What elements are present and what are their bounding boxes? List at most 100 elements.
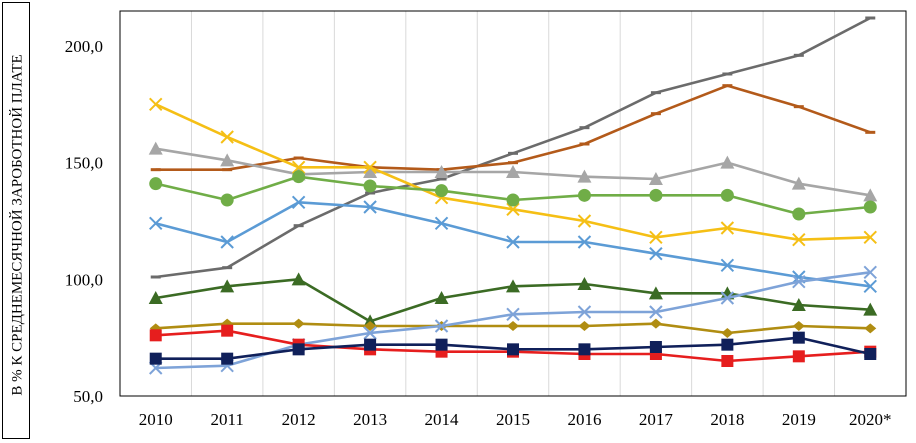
data-point: [506, 165, 520, 178]
data-point: [649, 246, 663, 261]
data-point: [506, 235, 520, 249]
data-point: [721, 328, 734, 338]
data-point: [720, 155, 735, 169]
data-point: [434, 291, 449, 304]
plot-area-frame: [119, 10, 907, 397]
data-point: [363, 179, 377, 193]
data-point: [648, 286, 663, 300]
y-tick-label: 150,0: [65, 154, 103, 173]
y-axis-label-frame: В % К СРЕДНЕМЕСЯЧНОЙ ЗАРОБОТНОЙ ПЛАТЕ: [2, 2, 30, 439]
data-point: [292, 318, 305, 329]
data-point: [435, 184, 449, 198]
data-point: [506, 202, 520, 217]
data-point: [649, 230, 663, 245]
data-point: [721, 355, 734, 367]
series-group: [148, 16, 878, 375]
data-point: [364, 321, 377, 331]
data-point: [578, 343, 591, 356]
data-point: [649, 305, 663, 319]
y-tick-label: 50,0: [73, 387, 103, 406]
data-point: [292, 170, 306, 184]
data-point: [792, 321, 805, 331]
data-point: [721, 338, 734, 351]
data-point: [507, 321, 519, 331]
data-point: [148, 141, 163, 155]
data-point: [221, 324, 234, 337]
data-point: [792, 232, 806, 247]
y-tick-labels: 50,0 100,0 150,0 200,0: [65, 37, 103, 406]
x-tick-label: 2019: [782, 410, 816, 429]
data-point: [720, 221, 735, 235]
data-point: [220, 130, 234, 144]
data-point: [863, 200, 877, 214]
data-point: [864, 348, 877, 360]
data-point: [149, 97, 163, 112]
data-point: [506, 193, 520, 207]
data-point: [577, 277, 592, 290]
data-point: [291, 272, 306, 286]
x-tick-label: 2010: [139, 410, 173, 429]
data-point: [363, 160, 377, 175]
data-point: [577, 188, 591, 202]
data-point: [220, 153, 235, 167]
data-point: [363, 165, 378, 178]
data-point: [507, 343, 519, 356]
data-point: [363, 200, 377, 214]
data-point: [863, 279, 877, 294]
data-point: [577, 235, 592, 249]
data-point: [434, 319, 449, 333]
series-3: [148, 141, 878, 202]
data-point: [220, 279, 235, 293]
data-point: [149, 216, 163, 231]
data-point: [791, 176, 806, 190]
data-point: [792, 274, 806, 289]
data-point: [648, 172, 663, 185]
data-point: [864, 323, 877, 334]
series-4: [149, 97, 877, 247]
data-point: [577, 305, 592, 319]
x-tick-label: 2016: [567, 410, 601, 429]
data-point: [435, 338, 448, 351]
data-point: [863, 302, 878, 316]
data-point: [221, 352, 234, 365]
data-point: [649, 341, 662, 353]
series-2: [150, 84, 876, 172]
x-tick-labels: 2010 2011 2012 2013 2014 2015 2016 2017 2018 2019…: [139, 410, 892, 429]
data-point: [649, 188, 663, 202]
x-tick-label: 2012: [282, 410, 316, 429]
data-point: [148, 291, 163, 304]
data-point: [792, 331, 805, 344]
data-point: [291, 160, 306, 175]
data-point: [363, 326, 377, 340]
data-point: [577, 214, 592, 228]
data-point: [720, 188, 734, 202]
data-point: [506, 307, 520, 322]
data-point: [292, 343, 305, 356]
data-point: [149, 329, 162, 342]
data-point: [863, 265, 877, 280]
data-point: [434, 216, 449, 231]
data-point: [149, 177, 163, 191]
data-point: [220, 193, 234, 207]
data-point: [220, 235, 234, 249]
data-point: [792, 350, 805, 363]
x-tick-label: 2020*: [849, 410, 892, 429]
data-point: [792, 207, 806, 221]
series-5: [149, 170, 877, 221]
data-point: [791, 298, 806, 311]
data-point: [506, 279, 520, 293]
data-point: [720, 291, 735, 305]
x-tick-label: 2014: [425, 410, 460, 429]
x-tick-label: 2018: [710, 410, 744, 429]
data-point: [434, 165, 449, 178]
data-point: [577, 169, 592, 183]
data-point: [863, 188, 878, 202]
data-point: [649, 318, 662, 329]
data-point: [364, 338, 377, 351]
data-point: [578, 321, 591, 331]
series-8: [149, 318, 877, 338]
series-6: [149, 195, 877, 294]
data-point: [863, 230, 877, 245]
x-tick-label: 2013: [353, 410, 387, 429]
x-tick-label: 2015: [496, 410, 530, 429]
